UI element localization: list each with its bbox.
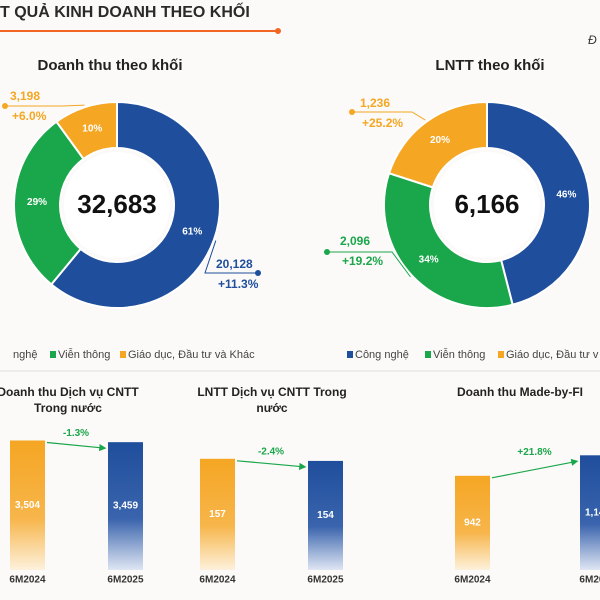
header-title: T QUẢ KINH DOANH THEO KHỐI	[0, 1, 250, 21]
header-note: Đ	[588, 33, 597, 47]
x-tick-label: 6M2024	[454, 575, 491, 586]
slice-label: 10%	[82, 124, 102, 135]
callout-value: 2,096	[340, 234, 370, 248]
legend-swatch	[347, 351, 353, 358]
bar-value-label: 154	[317, 510, 334, 521]
change-label: -1.3%	[63, 428, 89, 439]
donut-title: LNTT theo khối	[435, 57, 544, 74]
bar-title: nước	[256, 401, 288, 415]
change-label: -2.4%	[258, 446, 284, 457]
donut-slice	[383, 171, 514, 309]
callout-value: 3,198	[10, 89, 40, 103]
callout-dot	[2, 103, 8, 109]
callout-change: +19.2%	[342, 254, 383, 268]
callout-dot	[349, 109, 355, 115]
callout-value: 1,236	[360, 96, 390, 110]
bar-value-label: 1,147	[585, 507, 600, 518]
legend-label: Giáo dục, Đầu tư và Khác	[128, 349, 255, 361]
slice-label: 46%	[556, 190, 576, 201]
change-arrow	[236, 460, 307, 470]
bar-value-label: 3,504	[15, 500, 40, 511]
legend-label: nghệ	[13, 349, 37, 361]
callout-line	[352, 111, 426, 121]
legend-label: Công nghệ	[355, 349, 409, 361]
callout-change: +6.0%	[12, 109, 47, 123]
legend-label: Viễn thông	[58, 348, 110, 361]
bar-title: Doanh thu Made-by-FI	[457, 385, 583, 399]
donut-slice	[387, 100, 488, 189]
change-arrow	[46, 441, 107, 452]
slice-label: 34%	[419, 254, 439, 265]
bar-value-label: 942	[464, 518, 481, 529]
legend-swatch	[498, 351, 504, 358]
bar	[455, 475, 490, 570]
callout-change: +25.2%	[362, 116, 403, 130]
donut-total: 32,683	[77, 189, 157, 219]
x-tick-label: 6M2025	[307, 575, 344, 586]
donut-slice	[13, 120, 85, 286]
bar-value-label: 157	[209, 509, 226, 520]
change-arrow	[491, 458, 579, 479]
donut-total: 6,166	[454, 189, 519, 219]
legend-swatch	[120, 351, 126, 358]
donut-center	[64, 152, 170, 258]
x-tick-label: 6M2025	[107, 575, 144, 586]
callout-value: 20,128	[216, 257, 253, 271]
callout-line	[327, 251, 411, 278]
bar	[108, 442, 143, 570]
callout-dot	[324, 249, 330, 255]
donut-slice	[49, 100, 221, 309]
bar-title: Doanh thu Dịch vụ CNTT	[0, 385, 139, 399]
header-dot	[275, 28, 281, 34]
callout-line	[204, 240, 258, 274]
bar	[200, 458, 235, 570]
slice-label: 20%	[430, 135, 450, 146]
x-tick-label: 6M2024	[199, 575, 236, 586]
legend-swatch	[425, 351, 431, 358]
callout-line	[5, 104, 85, 107]
callout-dot	[255, 270, 261, 276]
donut-slice	[55, 100, 118, 161]
donut-center	[434, 152, 540, 258]
bar-title: LNTT Dịch vụ CNTT Trong	[197, 385, 346, 399]
slice-label: 29%	[27, 197, 47, 208]
legend-label: Viễn thông	[433, 348, 485, 361]
x-tick-label: 6M2025	[579, 575, 600, 586]
donut-title: Doanh thu theo khối	[38, 57, 183, 74]
bar	[10, 440, 45, 570]
bar-title: Trong nước	[34, 401, 102, 415]
donut-slice	[486, 100, 591, 306]
slice-label: 61%	[182, 227, 202, 238]
change-label: +21.8%	[517, 447, 551, 458]
bar	[580, 455, 600, 570]
bar-value-label: 3,459	[113, 501, 138, 512]
x-tick-label: 6M2024	[9, 575, 46, 586]
bar	[308, 460, 343, 570]
legend-swatch	[50, 351, 56, 358]
callout-change: +11.3%	[218, 277, 259, 291]
legend-label: Giáo dục, Đầu tư v	[506, 349, 599, 361]
